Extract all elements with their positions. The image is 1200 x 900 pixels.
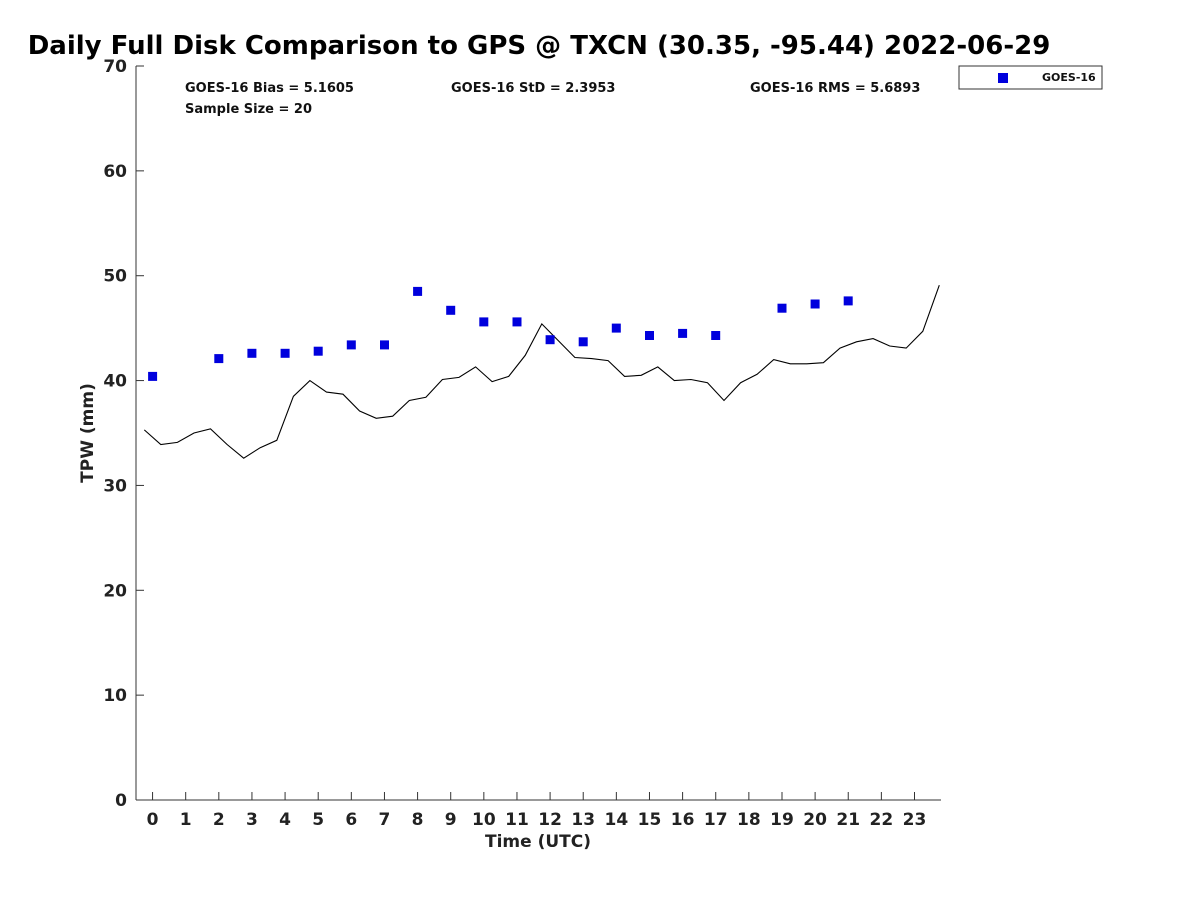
- x-tick-label: 16: [671, 810, 695, 830]
- goes16-point: [446, 305, 456, 315]
- x-tick-label: 0: [147, 810, 159, 830]
- goes16-point: [578, 337, 588, 347]
- goes16-point: [413, 286, 423, 296]
- x-tick-label: 3: [246, 810, 258, 830]
- x-tick-label: 21: [836, 810, 860, 830]
- goes16-point: [843, 296, 853, 306]
- x-tick-label: 9: [445, 810, 457, 830]
- x-tick-label: 11: [505, 810, 529, 830]
- x-tick-label: 20: [803, 810, 827, 830]
- gps-tpw-line: [143, 285, 940, 459]
- goes16-point: [247, 348, 257, 358]
- goes16-point: [545, 335, 555, 345]
- y-tick-label: 30: [103, 476, 127, 496]
- x-tick-label: 12: [538, 810, 562, 830]
- x-tick-label: 6: [345, 810, 357, 830]
- x-tick-label: 2: [213, 810, 225, 830]
- goes16-point: [313, 346, 323, 356]
- goes16-point: [810, 299, 820, 309]
- y-tick-label: 10: [103, 686, 127, 706]
- goes16-point: [777, 303, 787, 313]
- goes16-point: [380, 340, 389, 350]
- goes16-point: [711, 331, 721, 340]
- goes16-point: [346, 340, 356, 350]
- y-tick-label: 70: [103, 57, 127, 77]
- y-tick-label: 20: [103, 581, 127, 601]
- goes16-point: [280, 348, 290, 358]
- goes16-point: [611, 323, 621, 333]
- stat-std: GOES-16 StD = 2.3953: [451, 81, 615, 96]
- plot-area: [135, 66, 941, 801]
- goes16-point: [148, 371, 158, 381]
- y-tick-label: 60: [103, 162, 127, 182]
- legend-box: [958, 65, 1103, 90]
- goes16-points: [148, 286, 853, 381]
- x-tick-label: 17: [704, 810, 728, 830]
- x-tick-label: 13: [571, 810, 595, 830]
- legend-label-goes16: GOES-16: [1042, 71, 1096, 84]
- y-tick-label: 0: [115, 791, 127, 811]
- y-ticks: 0 10 20 30 40 50 60 70: [103, 57, 144, 811]
- x-tick-label: 10: [472, 810, 496, 830]
- goes16-point: [678, 328, 688, 338]
- stat-sample-size: Sample Size = 20: [185, 102, 312, 117]
- chart-title: Daily Full Disk Comparison to GPS @ TXCN…: [28, 31, 1051, 61]
- legend-marker-goes16: [998, 73, 1008, 83]
- x-tick-label: 22: [870, 810, 894, 830]
- goes16-point: [512, 317, 522, 327]
- x-tick-label: 7: [379, 810, 391, 830]
- x-tick-label: 19: [770, 810, 794, 830]
- legend: GOES-16: [958, 65, 1103, 90]
- x-tick-label: 1: [180, 810, 192, 830]
- stat-bias: GOES-16 Bias = 5.1605: [185, 81, 354, 96]
- x-tick-label: 8: [412, 810, 424, 830]
- y-tick-label: 50: [103, 267, 127, 287]
- x-tick-label: 23: [903, 810, 927, 830]
- x-axis-label: Time (UTC): [485, 832, 591, 852]
- x-tick-label: 4: [279, 810, 291, 830]
- x-tick-label: 15: [638, 810, 662, 830]
- x-tick-label: 18: [737, 810, 761, 830]
- x-tick-label: 5: [312, 810, 324, 830]
- y-tick-label: 40: [103, 372, 127, 392]
- goes16-point: [214, 354, 224, 364]
- y-axis-label: TPW (mm): [78, 383, 98, 483]
- x-ticks: 0 1 2 3 4 5 6 7 8 9 10 11 12 13 14 15 16 17 18 19 20 21 22 23: [147, 792, 927, 830]
- goes16-point: [479, 317, 489, 327]
- stat-rms: GOES-16 RMS = 5.6893: [750, 81, 920, 96]
- x-tick-label: 14: [605, 810, 629, 830]
- goes16-point: [645, 331, 654, 340]
